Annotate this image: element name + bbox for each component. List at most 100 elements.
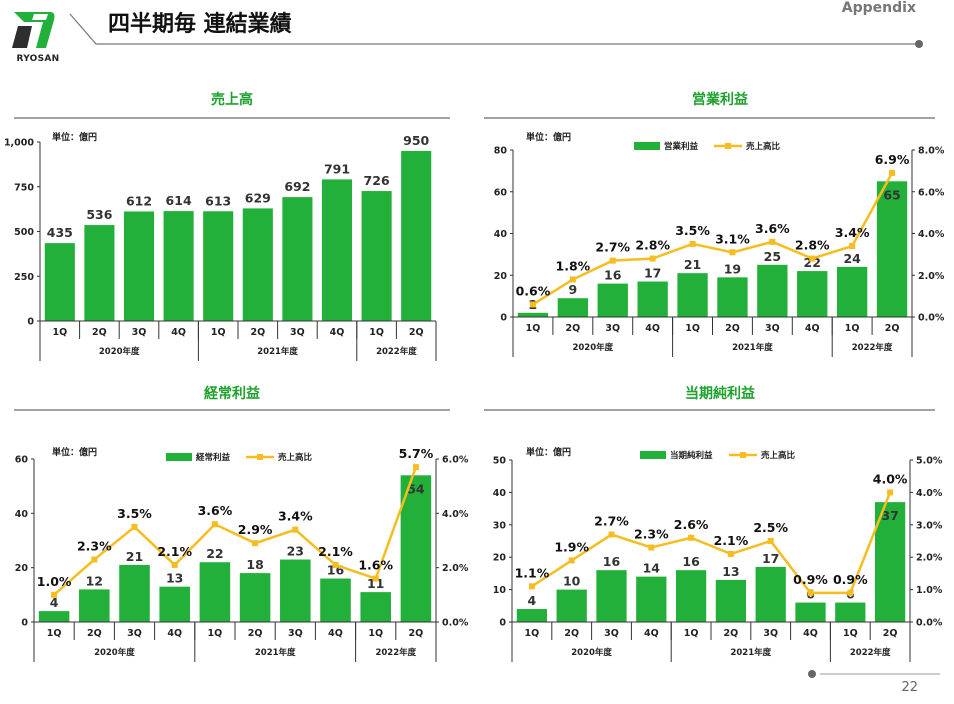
x-tick-label: 1Q: [843, 628, 858, 639]
bar-value-label: 726: [364, 173, 390, 188]
bar-value-label: 13: [166, 571, 183, 586]
ratio-label: 3.6%: [755, 221, 790, 236]
ratio-label: 0.6%: [516, 283, 551, 298]
y2-tick-label: 2.0%: [442, 563, 469, 574]
x-tick-label: 3Q: [288, 628, 303, 639]
chart-ordinary: 経常利益単位：億円02040600.0%2.0%4.0%6.0%41221132…: [14, 385, 469, 662]
bar: [242, 208, 273, 321]
bar: [556, 589, 587, 622]
group-label: 2021年度: [257, 346, 298, 357]
bar: [203, 211, 234, 321]
bar: [321, 179, 353, 321]
ratio-label: 2.8%: [635, 238, 670, 253]
x-tick-label: 2Q: [564, 628, 579, 639]
ratio-marker: [412, 464, 419, 471]
y-tick-label: 10: [493, 585, 507, 596]
ratio-marker: [727, 550, 734, 557]
x-tick-label: 1Q: [526, 323, 541, 334]
x-tick-label: 2Q: [92, 327, 107, 338]
ratio-marker: [729, 249, 736, 256]
bar-value-label: 17: [644, 266, 661, 281]
bar: [876, 181, 908, 317]
bar: [199, 562, 231, 622]
x-tick-label: 4Q: [330, 327, 345, 338]
bar: [361, 191, 392, 321]
y2-tick-label: 6.0%: [442, 455, 469, 466]
ratio-label: 2.7%: [594, 514, 629, 529]
ratio-label: 1.0%: [37, 574, 72, 589]
bar-value-label: 4: [50, 595, 59, 610]
unit-label: 単位：億円: [526, 446, 571, 458]
x-tick-label: 2Q: [87, 628, 102, 639]
ratio-marker: [889, 169, 896, 176]
ratio-label: 2.3%: [77, 539, 112, 554]
unit-label: 単位：億円: [52, 446, 97, 458]
ratio-marker: [769, 238, 776, 245]
chart-title: 売上高: [211, 91, 253, 108]
x-tick-label: 4Q: [803, 628, 818, 639]
bar-value-label: 65: [883, 187, 900, 202]
bar-value-label: 25: [764, 249, 781, 264]
x-tick-label: 2Q: [248, 628, 263, 639]
bar-value-label: 614: [166, 193, 192, 208]
ratio-label: 2.6%: [674, 517, 709, 532]
y2-tick-label: 4.0%: [918, 229, 945, 240]
bar: [401, 150, 432, 321]
y-tick-label: 0: [27, 317, 34, 328]
bar-value-label: 4: [528, 593, 537, 608]
y-tick-label: 500: [14, 227, 34, 238]
bar-value-label: 37: [881, 508, 898, 523]
bar-value-label: 10: [563, 574, 581, 589]
legend-line-marker: [257, 454, 263, 460]
y-tick-label: 1,000: [4, 138, 34, 149]
x-tick-label: 1Q: [685, 323, 700, 334]
group-label: 2020年度: [572, 342, 613, 353]
bar: [79, 589, 110, 622]
x-tick-label: 2Q: [885, 323, 900, 334]
bar-value-label: 950: [403, 133, 429, 148]
ratio-marker: [609, 257, 616, 264]
group-label: 2020年度: [99, 346, 140, 357]
x-tick-label: 3Q: [765, 323, 780, 334]
ratio-label: 2.1%: [714, 533, 749, 548]
bar-value-label: 435: [47, 225, 73, 240]
bar-value-label: 12: [86, 573, 103, 588]
legend-line-label: 売上高比: [277, 452, 313, 463]
group-label: 2022年度: [376, 346, 417, 357]
bar: [717, 277, 748, 317]
x-tick-label: 3Q: [132, 327, 147, 338]
bar: [119, 564, 150, 622]
bar: [516, 609, 548, 622]
ratio-marker: [529, 301, 536, 308]
ratio-marker: [51, 591, 58, 598]
bar-value-label: 9: [568, 282, 577, 297]
ratio-label: 6.9%: [875, 152, 910, 167]
y-tick-label: 40: [494, 229, 508, 240]
bar-value-label: 692: [284, 179, 310, 194]
bar: [596, 570, 627, 622]
bar: [44, 243, 75, 321]
bar-value-label: 19: [724, 261, 741, 276]
bar: [239, 573, 271, 622]
ratio-label: 2.8%: [795, 238, 830, 253]
ratio-marker: [767, 538, 774, 544]
legend-bar-swatch: [640, 451, 666, 459]
bar: [836, 266, 868, 317]
y2-tick-label: 4.0%: [442, 509, 469, 520]
y-tick-label: 50: [493, 456, 507, 467]
group-label: 2020年度: [571, 647, 612, 658]
x-tick-label: 3Q: [290, 327, 305, 338]
bar-value-label: 536: [86, 207, 112, 222]
bar: [755, 566, 786, 622]
y-tick-label: 750: [14, 182, 34, 193]
bar-value-label: 612: [126, 193, 152, 208]
company-name: RYOSAN: [16, 54, 60, 64]
group-label: 2022年度: [850, 647, 891, 658]
ratio-label: 3.1%: [715, 231, 750, 246]
ratio-label: 2.1%: [318, 544, 353, 559]
bar-value-label: 629: [245, 190, 271, 205]
legend-line-marker: [725, 143, 731, 149]
chart-net: 当期純利益単位：億円010203040500.0%1.0%2.0%3.0%4.0…: [484, 385, 943, 662]
bar: [280, 559, 311, 622]
